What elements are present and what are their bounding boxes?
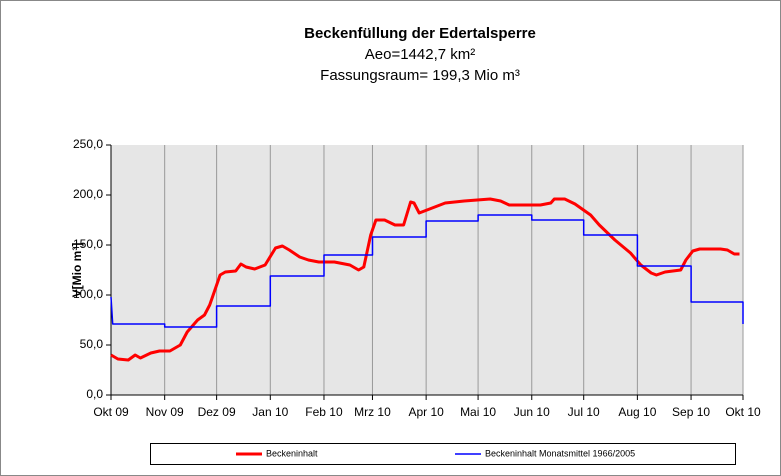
x-tick-label: Okt 09 <box>93 405 129 419</box>
x-tick-label: Feb 10 <box>305 405 343 419</box>
y-tick-label: 250,0 <box>73 137 103 151</box>
x-tick-label: Jun 10 <box>514 405 550 419</box>
y-tick-label: 0,0 <box>86 387 103 401</box>
x-tick-label: Dez 09 <box>198 405 236 419</box>
x-tick-label: Mai 10 <box>460 405 496 419</box>
x-tick-label: Aug 10 <box>618 405 656 419</box>
legend-label: Beckeninhalt <box>266 448 318 458</box>
x-tick-label: Okt 10 <box>725 405 761 419</box>
y-tick-label: 200,0 <box>73 187 103 201</box>
x-tick-label: Sep 10 <box>672 405 710 419</box>
x-tick-label: Jan 10 <box>252 405 288 419</box>
y-tick-label: 150,0 <box>73 237 103 251</box>
chart-title: Beckenfüllung der Edertalsperre <box>304 25 536 42</box>
chart-subtitle: Fassungsraum= 199,3 Mio m³ <box>320 67 520 84</box>
y-tick-label: 100,0 <box>73 287 103 301</box>
legend-label: Beckeninhalt Monatsmittel 1966/2005 <box>485 448 635 458</box>
y-axis-label: V[Mio m³] <box>70 243 84 298</box>
x-tick-label: Apr 10 <box>408 405 444 419</box>
legend-box <box>150 443 736 465</box>
chart-subtitle: Aeo=1442,7 km² <box>365 46 476 63</box>
y-tick-label: 50,0 <box>80 337 104 351</box>
x-tick-label: Nov 09 <box>146 405 184 419</box>
x-tick-label: Jul 10 <box>568 405 600 419</box>
series-line <box>110 214 744 328</box>
x-tick-label: Mrz 10 <box>354 405 391 419</box>
